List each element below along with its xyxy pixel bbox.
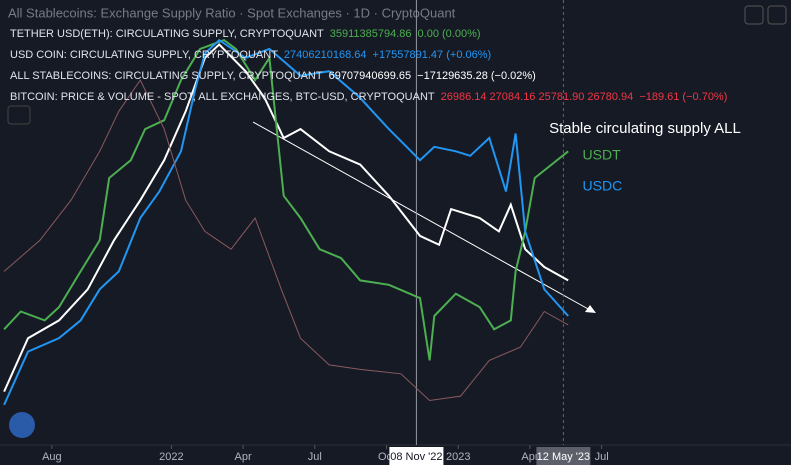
x-tick-label: Aug [42, 451, 62, 463]
series-line [3, 43, 569, 393]
legend-label: ALL STABLECOINS: CIRCULATING SUPPLY, CRY… [10, 70, 323, 82]
chart-title: All Stablecoins: Exchange Supply Ratio ·… [8, 5, 456, 20]
x-tick-label: 2023 [446, 451, 470, 463]
x-tick-label: Jul [308, 451, 322, 463]
x-tick-label: Apr [521, 451, 538, 463]
legend-row: USD COIN: CIRCULATING SUPPLY, CRYPTOQUAN… [10, 49, 491, 61]
legend-label: USD COIN: CIRCULATING SUPPLY, CRYPTOQUAN… [10, 49, 278, 61]
annotation: USDC [583, 178, 623, 194]
legend-row: BITCOIN: PRICE & VOLUME - SPOT, ALL EXCH… [10, 91, 727, 103]
series-line [3, 38, 569, 361]
button-up[interactable] [744, 5, 764, 25]
legend-label: BITCOIN: PRICE & VOLUME - SPOT, ALL EXCH… [10, 91, 435, 103]
legend-value: 27406210168.64 [284, 49, 367, 61]
collapse-button[interactable] [7, 105, 31, 125]
legend-row: ALL STABLECOINS: CIRCULATING SUPPLY, CRY… [10, 70, 536, 82]
legend-change: −189.61 (−0.70%) [639, 91, 727, 103]
legend-value: 69707940699.65 [329, 70, 412, 82]
x-tick-label: 2022 [159, 451, 183, 463]
button-fullscreen[interactable] [767, 5, 787, 25]
legend-change: −17129635.28 (−0.02%) [417, 70, 536, 82]
series-line [3, 38, 569, 406]
legend-value: 26986.14 27084.16 25781.90 26780.94 [441, 91, 634, 103]
crosshair-label-bg [536, 447, 591, 465]
crosshair-label: 08 Nov '22 [390, 451, 442, 463]
legend-value: 35911385794.86 [330, 28, 412, 40]
arrow-head [585, 305, 596, 313]
x-tick-label: Jul [595, 451, 609, 463]
legend-change: 0.00 (0.00%) [418, 28, 481, 40]
series-line [3, 79, 569, 402]
legend-label: TETHER USD(ETH): CIRCULATING SUPPLY, CRY… [10, 28, 324, 40]
legend-change: +17557891.47 (+0.06%) [373, 49, 492, 61]
crosshair-label: 12 May '23 [537, 451, 590, 463]
annotation: USDT [583, 146, 622, 162]
annotation: Stable circulating supply ALL [549, 120, 741, 137]
crosshair-label-bg [389, 447, 444, 465]
logo[interactable] [9, 412, 35, 438]
legend-row: TETHER USD(ETH): CIRCULATING SUPPLY, CRY… [10, 28, 481, 40]
x-tick-label: Apr [235, 451, 252, 463]
trend-arrow [252, 121, 591, 311]
